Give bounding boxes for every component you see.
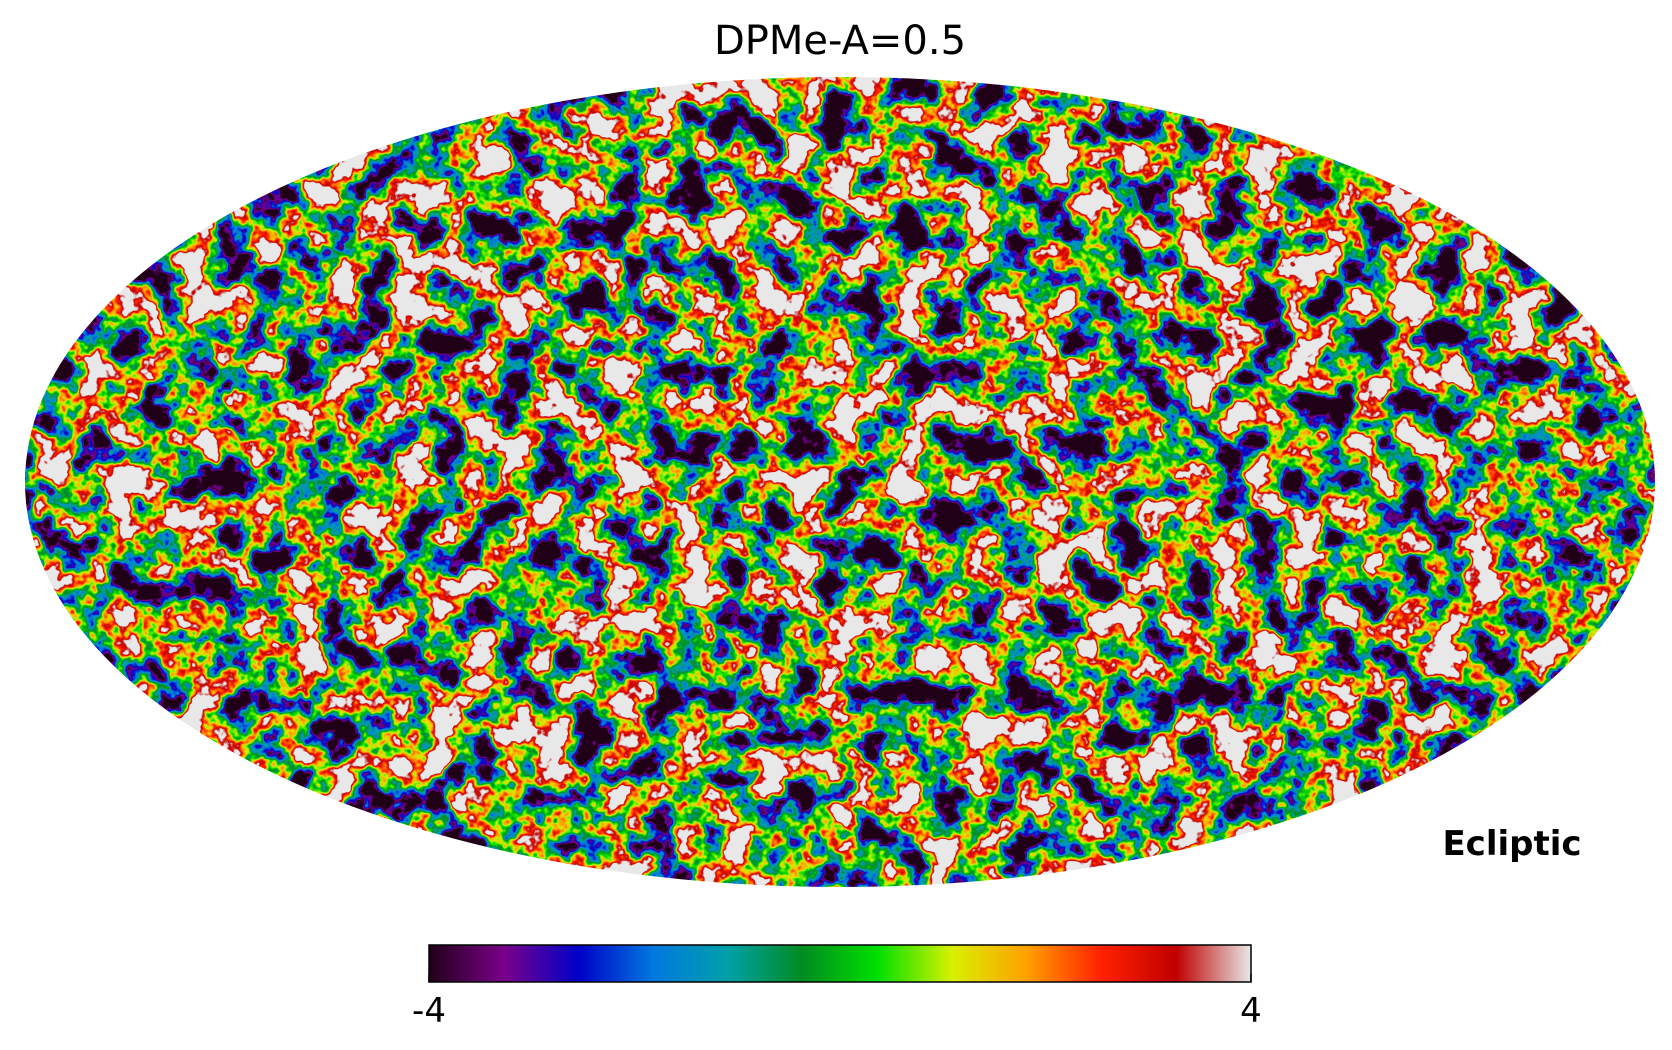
sky-map: [25, 77, 1655, 887]
tick-label: -4: [412, 991, 446, 1031]
chart-title: DPMe-A=0.5: [714, 18, 966, 64]
coord-label: Ecliptic: [1442, 824, 1581, 864]
colorbar-ticks: -4 4: [412, 974, 1262, 1031]
tick-label: 4: [1240, 991, 1262, 1031]
colorbar: [428, 944, 1252, 983]
map-texture: [25, 77, 1655, 887]
